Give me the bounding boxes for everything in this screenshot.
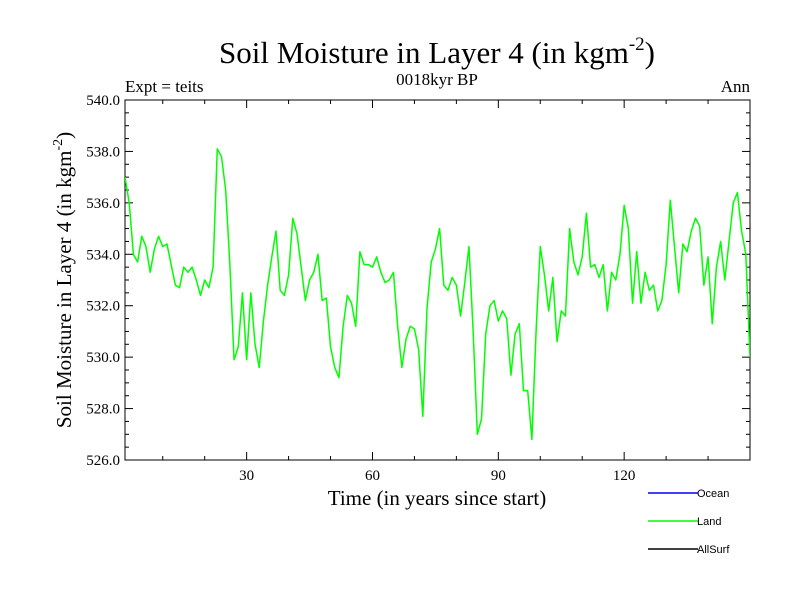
plot-frame [124,99,751,461]
legend-label-allsurf: AllSurf [697,544,730,556]
x-axis-label: Time (in years since start) [328,486,547,510]
chart-subtitle: 0018kyr BP [396,70,478,89]
x-tick-label: 30 [239,468,254,484]
y-tick-label: 526.0 [86,453,120,469]
season-label: Ann [721,77,751,96]
y-tick-label: 528.0 [86,402,120,418]
y-tick-label: 530.0 [86,350,120,366]
legend: Ocean Land AllSurf [648,488,730,556]
y-axis-label: Soil Moisture in Layer 4 (in kgm-2) [51,132,76,428]
legend-label-ocean: Ocean [697,488,729,500]
x-axis: 30 60 90 120 [162,100,751,484]
x-tick-label: 60 [365,468,380,484]
series-line-land [125,148,750,441]
y-tick-label: 534.0 [86,247,120,263]
experiment-label: Expt = teits [125,77,204,96]
y-tick-label: 540.0 [86,93,120,109]
y-tick-label: 538.0 [86,144,120,160]
x-tick-label: 90 [491,468,506,484]
y-axis: 526.0 528.0 530.0 532.0 534.0 536.0 538.0 540.0 [86,93,750,469]
y-tick-label: 532.0 [86,299,120,315]
x-tick-label: 120 [613,468,636,484]
chart-title: Soil Moisture in Layer 4 (in kgm-2) [219,34,655,70]
y-tick-label: 536.0 [86,196,120,212]
legend-label-land: Land [697,516,721,528]
